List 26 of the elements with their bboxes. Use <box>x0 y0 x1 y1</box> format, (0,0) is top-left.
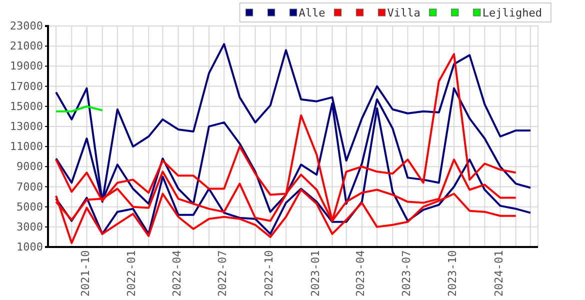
line-series <box>55 53 517 222</box>
y-tick-label: 13000 <box>10 120 43 133</box>
y-tick-label: 3000 <box>16 220 43 234</box>
y-tick-label: 21000 <box>10 40 43 53</box>
y-tick-label: 23000 <box>10 20 43 33</box>
x-tick-label: 2023-01 <box>308 250 322 297</box>
x-tick-label: 2021-10 <box>78 250 92 297</box>
y-tick-label: 1000 <box>16 240 43 254</box>
x-tick-label: 2023-07 <box>400 250 413 297</box>
x-tick-label: 2024-01 <box>492 250 506 297</box>
legend-label: Villa <box>387 6 420 20</box>
y-tick-label: 9000 <box>16 160 43 174</box>
x-tick-label: 2022-10 <box>262 250 276 297</box>
y-tick-label: 5000 <box>16 200 43 214</box>
x-tick-label: 2022-01 <box>125 250 138 297</box>
y-tick-label: 17000 <box>10 80 43 93</box>
x-tick-label: 2023-04 <box>354 250 368 297</box>
y-tick-label: 15000 <box>10 100 43 113</box>
x-tick-label: 2023-10 <box>446 250 460 297</box>
x-tick-label: 2022-07 <box>216 250 230 297</box>
legend-label: Lejlighed <box>482 6 542 20</box>
legend-label: Alle <box>298 6 326 20</box>
y-tick-label: 19000 <box>10 60 43 73</box>
y-tick-label: 7000 <box>16 180 43 194</box>
x-tick-label: 2022-04 <box>170 250 184 297</box>
y-tick-label: 11000 <box>10 140 43 154</box>
